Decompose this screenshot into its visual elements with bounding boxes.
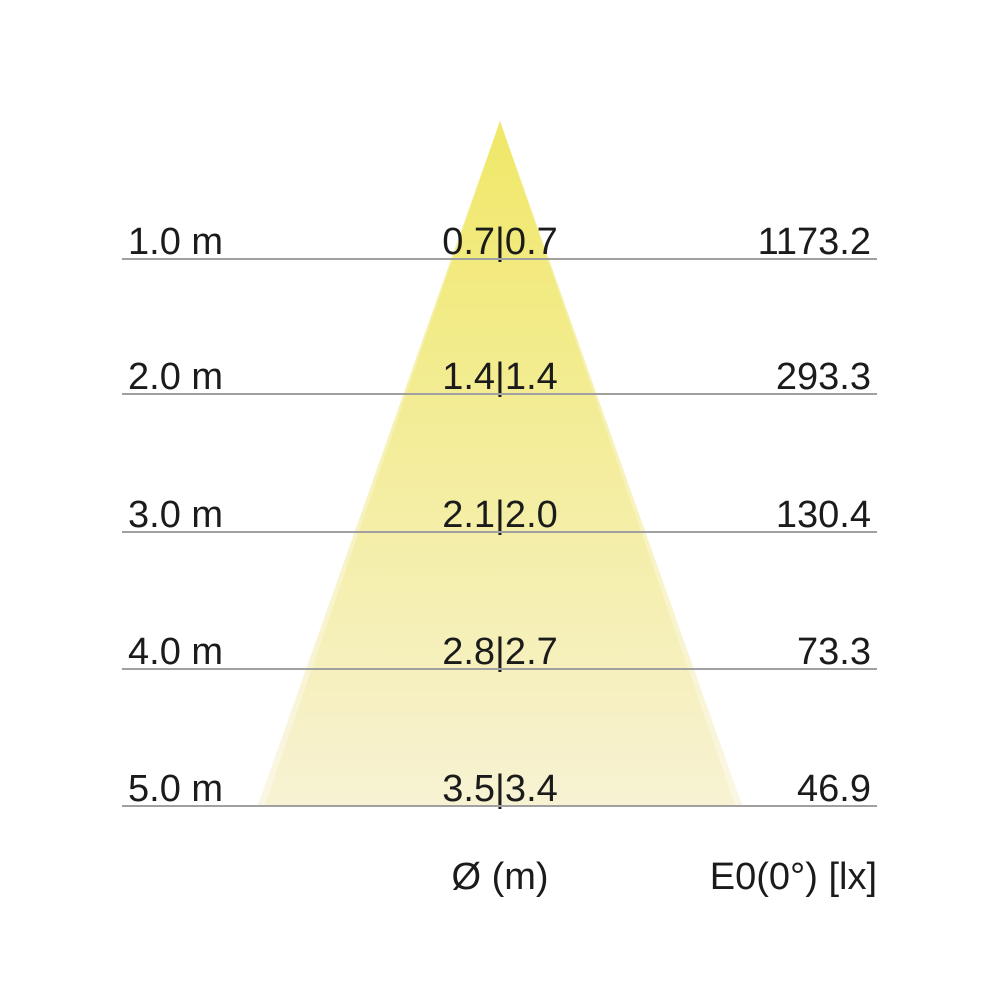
distance-label: 4.0 m	[128, 631, 224, 673]
center-tick	[499, 793, 501, 805]
measure-line	[122, 258, 877, 260]
illuminance-axis-label: E0(0°) [lx]	[709, 856, 877, 898]
center-tick	[499, 246, 501, 258]
measurement-row: 5.0 m 3.5|3.4 46.9	[0, 755, 1000, 810]
illuminance-value: 46.9	[797, 768, 871, 810]
center-tick	[499, 519, 501, 531]
measure-line	[122, 531, 877, 533]
distance-label: 1.0 m	[128, 221, 224, 263]
measure-line	[122, 393, 877, 395]
illuminance-value: 1173.2	[757, 221, 871, 263]
measurement-row: 4.0 m 2.8|2.7 73.3	[0, 618, 1000, 673]
illuminance-value: 130.4	[775, 494, 871, 536]
measurement-row: 3.0 m 2.1|2.0 130.4	[0, 481, 1000, 536]
illuminance-value: 73.3	[797, 631, 871, 673]
measure-line	[122, 805, 877, 807]
distance-label: 3.0 m	[128, 494, 224, 536]
distance-label: 5.0 m	[128, 768, 224, 810]
distance-label: 2.0 m	[128, 356, 224, 398]
measure-line	[122, 668, 877, 670]
measurement-row: 2.0 m 1.4|1.4 293.3	[0, 343, 1000, 398]
measurement-row: 1.0 m 0.7|0.7 1173.2	[0, 208, 1000, 263]
center-tick	[499, 656, 501, 668]
illuminance-value: 293.3	[775, 356, 871, 398]
center-tick	[499, 381, 501, 393]
diameter-axis-label: Ø (m)	[451, 856, 549, 898]
